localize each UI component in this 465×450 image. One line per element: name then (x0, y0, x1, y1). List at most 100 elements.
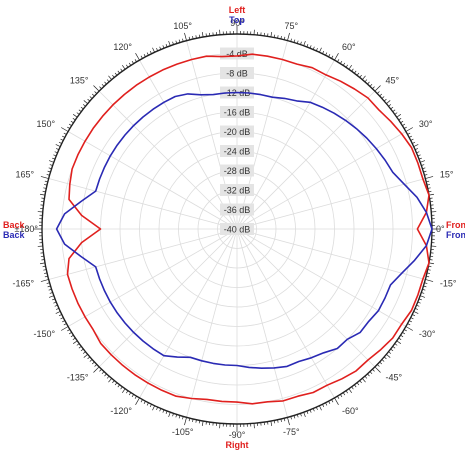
angle-tick (381, 96, 385, 99)
angle-tick (60, 317, 64, 320)
angle-tick (87, 356, 91, 360)
angle-tick (340, 60, 343, 64)
db-label: -28 dB (224, 166, 251, 176)
angle-tick (149, 50, 152, 54)
angle-tick (67, 126, 71, 129)
db-label-bg (220, 67, 254, 79)
angle-tick (140, 55, 143, 59)
series-line-1 (66, 53, 430, 405)
angle-label: -150° (34, 329, 56, 339)
angle-tick (374, 85, 381, 92)
angle-tick (354, 70, 357, 74)
angle-tick (402, 332, 406, 335)
angle-tick (104, 373, 107, 377)
angle-tick (345, 64, 349, 68)
angle-tick (76, 343, 80, 346)
angle-tick (93, 366, 100, 373)
angle-tick (412, 314, 416, 317)
db-label: -8 dB (226, 69, 248, 79)
angle-tick (128, 62, 132, 66)
direction-label-bottom: Right (226, 440, 249, 450)
angle-label: 165° (16, 170, 35, 180)
angle-tick (42, 265, 46, 268)
angle-tick (143, 401, 146, 404)
grid-spoke (48, 178, 238, 230)
angle-tick (44, 275, 48, 278)
angle-tick (383, 356, 387, 360)
angle-tick (396, 340, 402, 345)
angle-tick (306, 44, 309, 48)
angle-tick (309, 45, 312, 49)
angle-tick (421, 292, 425, 294)
angle-tick (48, 160, 54, 163)
angle-tick (125, 390, 129, 394)
angle-tick (46, 282, 50, 284)
angle-tick (48, 167, 52, 170)
angle-tick (287, 417, 290, 426)
angle-tick (312, 408, 315, 412)
angle-tick (356, 72, 360, 76)
angle-tick (428, 262, 435, 265)
angle-tick (283, 418, 286, 422)
angle-tick (63, 323, 67, 326)
grid-spoke (139, 228, 238, 399)
angle-tick (422, 167, 426, 170)
angle-label: -75° (283, 427, 300, 437)
db-label: -32 dB (224, 186, 251, 196)
angle-tick (367, 81, 370, 85)
angle-tick (362, 75, 366, 80)
angle-tick (367, 373, 370, 377)
angle-tick (402, 123, 406, 126)
angle-tick (159, 408, 162, 412)
angle-tick (340, 394, 343, 398)
angle-tick (417, 301, 421, 304)
angle-tick (162, 45, 165, 49)
angle-tick (117, 384, 120, 388)
angle-tick (392, 109, 396, 112)
angle-tick (146, 52, 149, 56)
angle-tick (93, 85, 100, 92)
angle-tick (416, 151, 420, 154)
angle-tick (106, 79, 110, 83)
angle-tick (178, 39, 181, 43)
angle-tick (296, 414, 299, 418)
angle-tick (337, 59, 340, 63)
angle-tick (42, 190, 46, 193)
angle-tick (277, 35, 279, 39)
angle-tick (40, 279, 49, 282)
angle-tick (58, 314, 62, 317)
angle-tick (379, 361, 383, 365)
angle-tick (400, 334, 404, 338)
angle-tick (54, 304, 58, 307)
grid-spoke (186, 40, 238, 230)
angle-tick (134, 59, 137, 63)
angle-tick (374, 366, 381, 373)
angle-tick (293, 415, 296, 419)
angle-tick (328, 54, 331, 57)
angle-tick (428, 265, 432, 268)
angle-label: -15° (440, 278, 457, 288)
angle-tick (125, 64, 129, 68)
angle-tick (61, 326, 69, 331)
angle-tick (364, 79, 368, 83)
angle-tick (388, 351, 392, 354)
angle-labels: 0° 15° 30° 45° 60° 75° 90° 105° 120° 135° 150° 165°… (13, 18, 457, 440)
angle-label: 15° (440, 170, 454, 180)
angle-tick (175, 40, 178, 44)
angle-tick (108, 75, 112, 80)
angle-tick (381, 359, 385, 362)
angle-tick (377, 364, 380, 367)
angle-label: 105° (173, 21, 192, 31)
angle-tick (351, 68, 354, 72)
angle-tick (369, 371, 373, 375)
angle-tick (359, 74, 362, 78)
angle-tick (420, 295, 426, 298)
db-label-bg (220, 145, 254, 157)
angle-tick (364, 375, 368, 379)
angle-tick (168, 412, 171, 418)
angle-tick (131, 60, 134, 64)
db-label: -40 dB (224, 225, 251, 235)
angle-tick (386, 354, 391, 358)
db-label-bg (220, 125, 254, 138)
